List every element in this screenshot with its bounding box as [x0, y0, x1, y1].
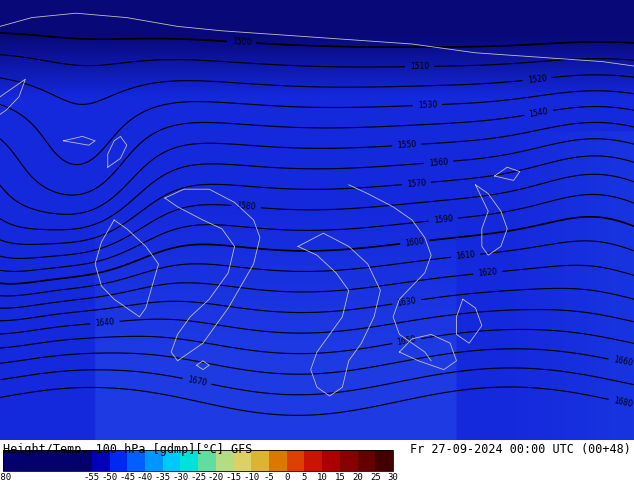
- Text: 20: 20: [353, 473, 363, 482]
- Bar: [163, 450, 181, 471]
- Bar: [358, 450, 375, 471]
- Text: -25: -25: [190, 473, 206, 482]
- Text: 1510: 1510: [410, 62, 429, 71]
- Text: 1630: 1630: [396, 296, 417, 308]
- Text: -50: -50: [101, 473, 117, 482]
- Bar: [322, 450, 340, 471]
- Text: -5: -5: [264, 473, 275, 482]
- Text: 30: 30: [388, 473, 398, 482]
- Text: 1650: 1650: [396, 335, 417, 347]
- Text: 1550: 1550: [397, 140, 417, 150]
- Bar: [3, 450, 393, 471]
- Text: -40: -40: [137, 473, 153, 482]
- Text: 5: 5: [302, 473, 307, 482]
- Text: 0: 0: [284, 473, 290, 482]
- Bar: [304, 450, 322, 471]
- Text: 1670: 1670: [186, 375, 207, 388]
- Text: 10: 10: [317, 473, 328, 482]
- Text: 15: 15: [335, 473, 346, 482]
- Bar: [198, 450, 216, 471]
- Bar: [269, 450, 287, 471]
- Text: Fr 27-09-2024 00:00 UTC (00+48): Fr 27-09-2024 00:00 UTC (00+48): [410, 442, 631, 456]
- Text: -35: -35: [155, 473, 171, 482]
- Text: 1660: 1660: [612, 356, 633, 368]
- Text: 1530: 1530: [418, 100, 437, 110]
- Text: -10: -10: [243, 473, 259, 482]
- Text: -15: -15: [226, 473, 242, 482]
- Bar: [181, 450, 198, 471]
- Text: 1590: 1590: [433, 214, 453, 225]
- Bar: [3, 450, 92, 471]
- Text: 1540: 1540: [528, 107, 549, 119]
- Bar: [127, 450, 145, 471]
- Bar: [375, 450, 393, 471]
- Text: 1570: 1570: [406, 178, 426, 189]
- Text: 1620: 1620: [478, 268, 498, 278]
- Text: -20: -20: [208, 473, 224, 482]
- Text: 1680: 1680: [612, 396, 633, 409]
- Text: 1520: 1520: [527, 74, 547, 84]
- Text: -80: -80: [0, 473, 11, 482]
- Text: 1610: 1610: [455, 250, 476, 261]
- Text: -55: -55: [84, 473, 100, 482]
- Text: 1600: 1600: [404, 237, 425, 248]
- Bar: [110, 450, 127, 471]
- Bar: [287, 450, 304, 471]
- Bar: [233, 450, 251, 471]
- Bar: [251, 450, 269, 471]
- Text: 1560: 1560: [429, 157, 449, 168]
- Text: Height/Temp. 100 hPa [gdmp][°C] GFS: Height/Temp. 100 hPa [gdmp][°C] GFS: [3, 442, 252, 456]
- Bar: [145, 450, 163, 471]
- Text: 1640: 1640: [95, 318, 115, 328]
- Text: 25: 25: [370, 473, 381, 482]
- Text: 1580: 1580: [236, 201, 256, 212]
- Text: -30: -30: [172, 473, 188, 482]
- Text: -45: -45: [119, 473, 135, 482]
- Text: 1500: 1500: [231, 37, 252, 48]
- Bar: [340, 450, 358, 471]
- Bar: [216, 450, 233, 471]
- Bar: [92, 450, 110, 471]
